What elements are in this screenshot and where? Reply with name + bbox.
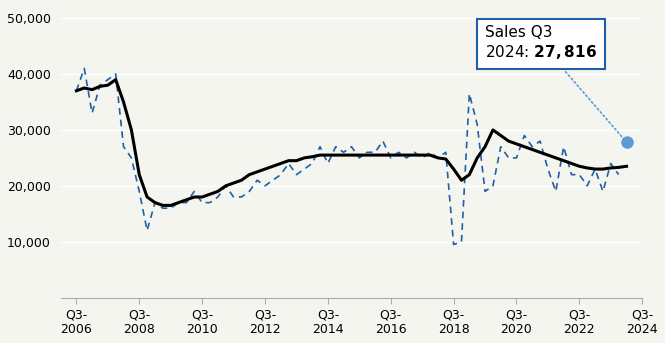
Text: Sales Q3
2024: $\bf{27,816}$: Sales Q3 2024: $\bf{27,816}$ bbox=[485, 25, 624, 140]
